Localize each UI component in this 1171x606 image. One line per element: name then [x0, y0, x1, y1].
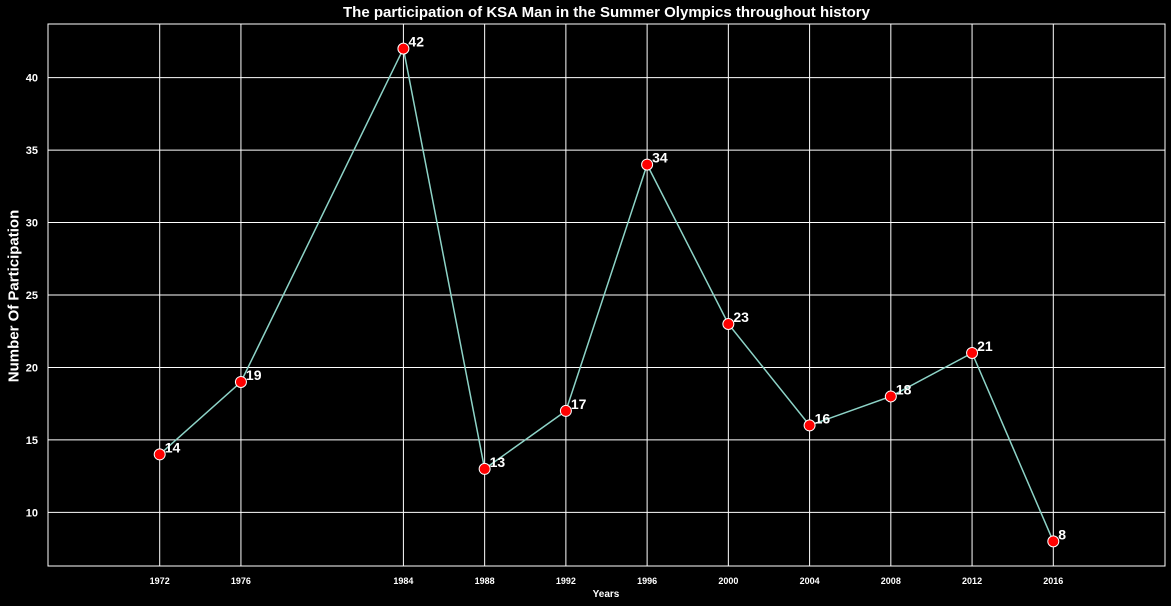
- x-tick-label: 2004: [800, 576, 820, 586]
- data-labels: 14 19 42 13 17 34 23 16 18 21 8: [165, 34, 1067, 543]
- data-point: [234, 375, 247, 388]
- data-point: [153, 448, 166, 461]
- y-tick-label: 20: [26, 362, 38, 374]
- x-tick-label: 1984: [393, 576, 413, 586]
- y-tick-label: 10: [26, 507, 38, 519]
- data-point: [559, 404, 572, 417]
- x-tick-label: 2016: [1043, 576, 1063, 586]
- data-label: 8: [1058, 526, 1066, 542]
- data-label: 17: [571, 396, 587, 412]
- x-tick-label: 2012: [962, 576, 982, 586]
- x-tick-label: 1988: [475, 576, 495, 586]
- data-point: [722, 317, 735, 330]
- y-tick-label: 25: [26, 290, 38, 302]
- chart-title: The participation of KSA Man in the Summ…: [343, 4, 870, 21]
- x-tick-label: 1976: [231, 576, 251, 586]
- data-point: [803, 419, 816, 432]
- data-label: 16: [815, 410, 831, 426]
- plot-frame: [47, 23, 1166, 567]
- data-label: 18: [896, 381, 912, 397]
- y-tick-label: 40: [26, 73, 38, 85]
- data-label: 13: [490, 454, 506, 470]
- y-tick-label: 35: [26, 145, 38, 157]
- x-tick-labels: 1972 1976 1984 1988 1992 1996 2000 2004 2008 2012…: [150, 576, 1064, 586]
- data-label: 34: [652, 150, 668, 166]
- data-point: [641, 158, 654, 171]
- data-point: [1047, 535, 1060, 548]
- x-tick-label: 1992: [556, 576, 576, 586]
- y-tick-labels: 10 15 20 25 30 35 40: [26, 73, 38, 520]
- data-label: 14: [165, 439, 181, 455]
- data-label: 21: [977, 338, 993, 354]
- data-point: [884, 390, 897, 403]
- data-point: [966, 346, 979, 359]
- y-tick-label: 30: [26, 218, 38, 230]
- data-label: 23: [733, 309, 749, 325]
- data-point: [478, 462, 491, 475]
- data-points: [153, 42, 1060, 548]
- x-axis-label: Years: [592, 589, 620, 600]
- data-label: 42: [408, 34, 424, 50]
- grid: [48, 24, 1165, 566]
- data-point: [397, 42, 410, 55]
- x-tick-label: 1996: [637, 576, 657, 586]
- data-label: 19: [246, 367, 262, 383]
- y-tick-label: 15: [26, 435, 38, 447]
- x-tick-label: 1972: [150, 576, 170, 586]
- x-tick-label: 2000: [718, 576, 738, 586]
- x-tick-label: 2008: [881, 576, 901, 586]
